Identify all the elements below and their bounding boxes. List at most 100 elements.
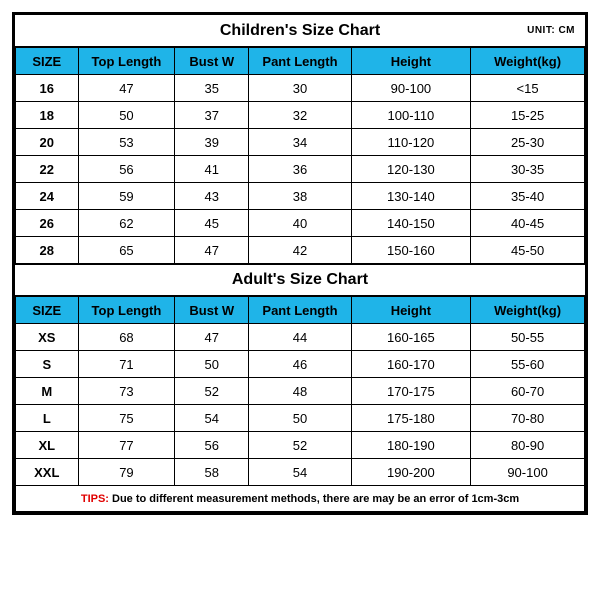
cell: <15: [471, 75, 585, 102]
cell: 80-90: [471, 432, 585, 459]
cell: 40-45: [471, 210, 585, 237]
cell: 150-160: [351, 237, 470, 264]
col-top: Top Length: [78, 297, 175, 324]
cell: S: [16, 351, 79, 378]
table-row: XL775652180-19080-90: [16, 432, 585, 459]
cell: 24: [16, 183, 79, 210]
cell: 140-150: [351, 210, 470, 237]
table-row: 28654742150-16045-50: [16, 237, 585, 264]
col-weight: Weight(kg): [471, 297, 585, 324]
cell: 45-50: [471, 237, 585, 264]
cell: 79: [78, 459, 175, 486]
cell: M: [16, 378, 79, 405]
cell: 50: [78, 102, 175, 129]
tips-label: TIPS:: [81, 493, 112, 505]
cell: 46: [249, 351, 351, 378]
children-title: Children's Size Chart: [220, 22, 380, 40]
cell: 130-140: [351, 183, 470, 210]
table-row: L755450175-18070-80: [16, 405, 585, 432]
cell: 58: [175, 459, 249, 486]
col-weight: Weight(kg): [471, 48, 585, 75]
cell: 36: [249, 156, 351, 183]
col-size: SIZE: [16, 48, 79, 75]
cell: 56: [78, 156, 175, 183]
col-height: Height: [351, 48, 470, 75]
col-size: SIZE: [16, 297, 79, 324]
cell: 40: [249, 210, 351, 237]
cell: 16: [16, 75, 79, 102]
tips-body: Due to different measurement methods, th…: [112, 493, 519, 505]
cell: 34: [249, 129, 351, 156]
cell: 50: [175, 351, 249, 378]
cell: 55-60: [471, 351, 585, 378]
cell: 48: [249, 378, 351, 405]
cell: 73: [78, 378, 175, 405]
cell: 110-120: [351, 129, 470, 156]
cell: 56: [175, 432, 249, 459]
table-row: XS684744160-16550-55: [16, 324, 585, 351]
tips-row: TIPS: Due to different measurement metho…: [16, 486, 585, 512]
cell: 41: [175, 156, 249, 183]
col-bust: Bust W: [175, 48, 249, 75]
cell: 62: [78, 210, 175, 237]
cell: 70-80: [471, 405, 585, 432]
table-row: 20533934110-12025-30: [16, 129, 585, 156]
table-row: 26624540140-15040-45: [16, 210, 585, 237]
col-top: Top Length: [78, 48, 175, 75]
cell: 170-175: [351, 378, 470, 405]
adult-title-row: Adult's Size Chart: [15, 264, 585, 296]
col-height: Height: [351, 297, 470, 324]
cell: 42: [249, 237, 351, 264]
cell: 77: [78, 432, 175, 459]
cell: 120-130: [351, 156, 470, 183]
cell: 32: [249, 102, 351, 129]
cell: 60-70: [471, 378, 585, 405]
children-title-row: Children's Size Chart UNIT: CM: [15, 15, 585, 47]
cell: 175-180: [351, 405, 470, 432]
cell: 43: [175, 183, 249, 210]
cell: 47: [175, 324, 249, 351]
cell: 47: [78, 75, 175, 102]
col-pant: Pant Length: [249, 297, 351, 324]
cell: 52: [249, 432, 351, 459]
cell: 20: [16, 129, 79, 156]
cell: 54: [175, 405, 249, 432]
col-bust: Bust W: [175, 297, 249, 324]
cell: 54: [249, 459, 351, 486]
table-row: 22564136120-13030-35: [16, 156, 585, 183]
cell: 37: [175, 102, 249, 129]
tips-cell: TIPS: Due to different measurement metho…: [16, 486, 585, 512]
cell: 52: [175, 378, 249, 405]
cell: 68: [78, 324, 175, 351]
table-row: XXL795854190-20090-100: [16, 459, 585, 486]
cell: 100-110: [351, 102, 470, 129]
cell: 47: [175, 237, 249, 264]
table-row: 1647353090-100<15: [16, 75, 585, 102]
adult-table: SIZE Top Length Bust W Pant Length Heigh…: [15, 296, 585, 512]
children-header-row: SIZE Top Length Bust W Pant Length Heigh…: [16, 48, 585, 75]
children-table: SIZE Top Length Bust W Pant Length Heigh…: [15, 47, 585, 264]
adult-header-row: SIZE Top Length Bust W Pant Length Heigh…: [16, 297, 585, 324]
cell: L: [16, 405, 79, 432]
cell: 22: [16, 156, 79, 183]
cell: 38: [249, 183, 351, 210]
cell: 50-55: [471, 324, 585, 351]
cell: 59: [78, 183, 175, 210]
table-row: M735248170-17560-70: [16, 378, 585, 405]
cell: XS: [16, 324, 79, 351]
cell: 39: [175, 129, 249, 156]
cell: 90-100: [471, 459, 585, 486]
cell: XL: [16, 432, 79, 459]
cell: 28: [16, 237, 79, 264]
table-row: 18503732100-11015-25: [16, 102, 585, 129]
cell: 65: [78, 237, 175, 264]
cell: 30-35: [471, 156, 585, 183]
cell: 71: [78, 351, 175, 378]
cell: 50: [249, 405, 351, 432]
cell: 35: [175, 75, 249, 102]
cell: 25-30: [471, 129, 585, 156]
cell: 190-200: [351, 459, 470, 486]
cell: 45: [175, 210, 249, 237]
cell: 75: [78, 405, 175, 432]
cell: 18: [16, 102, 79, 129]
